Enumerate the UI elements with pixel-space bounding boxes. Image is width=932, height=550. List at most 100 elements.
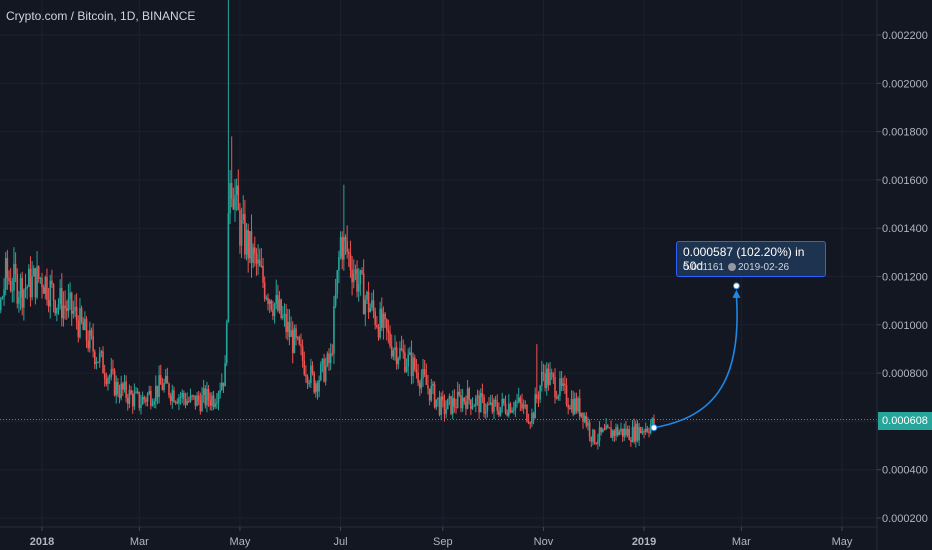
candle-body	[514, 401, 517, 410]
candle-body	[300, 344, 302, 347]
candle-body	[161, 384, 164, 390]
candle-body	[65, 308, 68, 311]
candle-body	[315, 383, 317, 393]
candle-body	[189, 395, 192, 402]
candle-body	[313, 372, 315, 393]
candle-body	[275, 295, 278, 304]
candle-body	[113, 370, 116, 396]
candle-body	[186, 401, 188, 405]
candle-body	[478, 395, 480, 413]
y-tick-label: 0.002000	[882, 78, 928, 90]
candle-body	[75, 306, 78, 321]
candle-body	[616, 427, 619, 435]
candle-body	[146, 394, 149, 402]
candle-body	[516, 401, 518, 403]
candle-body	[623, 428, 626, 437]
candle-body	[207, 389, 210, 401]
candles	[0, 0, 655, 450]
projection-detail: 0.001161 2019-02-26	[683, 262, 789, 273]
candle-body	[159, 375, 162, 385]
candle-body	[305, 374, 307, 377]
candle-body	[52, 284, 55, 301]
candle-body	[628, 429, 631, 441]
candle-body	[268, 300, 271, 304]
candle-body	[635, 423, 637, 442]
candle-body	[377, 326, 380, 338]
candle-body	[192, 395, 195, 397]
candle-body	[557, 395, 560, 399]
price-axis[interactable]: 0.002200 0.002000 0.001800 0.001600 0.001400…	[877, 30, 928, 525]
candle-body	[349, 253, 352, 270]
candle-body	[615, 427, 617, 436]
candle-body	[573, 398, 576, 414]
candle-body	[3, 289, 5, 298]
candle-body	[569, 407, 571, 410]
candle-body	[343, 236, 345, 260]
candle-body	[575, 398, 578, 412]
candle-body	[390, 346, 393, 357]
candle-body	[537, 398, 540, 400]
time-axis[interactable]: 2018 Mar May Jul Sep Nov 2019 Mar May	[30, 527, 853, 548]
candle-body	[250, 231, 253, 263]
candle-body	[461, 397, 464, 409]
candle-body	[262, 265, 264, 283]
candle-body	[237, 185, 240, 211]
candle-body	[168, 383, 170, 396]
projection-callout[interactable]: 0.000587 (102.20%) in 50d 0.001161 2019-0…	[676, 241, 826, 277]
candle-body	[110, 369, 113, 377]
candle-body	[135, 391, 137, 394]
candle-body	[62, 305, 65, 319]
candle-body	[54, 300, 56, 314]
x-tick-label: Sep	[433, 536, 453, 548]
candle-body	[206, 389, 208, 406]
candle-body	[37, 266, 40, 279]
candle-body	[407, 354, 409, 367]
candle-body	[559, 378, 561, 396]
candle-body	[272, 309, 274, 316]
projection-end-handle[interactable]	[732, 282, 740, 290]
candle-body	[333, 305, 335, 354]
candle-body	[204, 388, 207, 406]
candle-body	[158, 375, 160, 398]
candle-body	[653, 418, 655, 426]
candle-body	[77, 320, 80, 338]
candle-body	[49, 280, 52, 307]
candle-body	[9, 280, 12, 291]
candle-body	[389, 332, 391, 347]
candle-body	[466, 388, 469, 409]
candle-body	[87, 340, 89, 349]
candle-body	[301, 346, 304, 361]
candle-body	[283, 314, 286, 316]
candle-body	[151, 404, 154, 406]
candle-body	[191, 395, 193, 397]
projection-arrow[interactable]	[653, 295, 738, 429]
candle-body	[211, 395, 213, 406]
candle-body	[293, 328, 296, 353]
candle-body	[232, 198, 235, 210]
candle-body	[570, 399, 573, 410]
candle-body	[552, 373, 555, 378]
projection-start-handle[interactable]	[650, 424, 658, 432]
candle-body	[580, 412, 583, 417]
candle-body	[224, 363, 226, 387]
candle-body	[318, 380, 320, 392]
candle-body	[476, 395, 479, 398]
candle-body	[16, 273, 19, 304]
candle-body	[357, 283, 360, 292]
candle-body	[348, 252, 350, 254]
candle-body	[120, 383, 122, 399]
candle-body	[526, 405, 528, 422]
candle-body	[638, 427, 640, 441]
candle-body	[468, 388, 471, 400]
candle-body	[598, 427, 601, 441]
candle-body	[295, 328, 297, 338]
candle-body	[74, 306, 76, 311]
candle-body	[456, 391, 459, 408]
candle-body	[588, 422, 591, 437]
candle-body	[387, 329, 390, 333]
candle-body	[352, 273, 355, 283]
candle-body	[217, 393, 220, 403]
candle-body	[583, 415, 586, 422]
candle-body	[425, 374, 428, 385]
